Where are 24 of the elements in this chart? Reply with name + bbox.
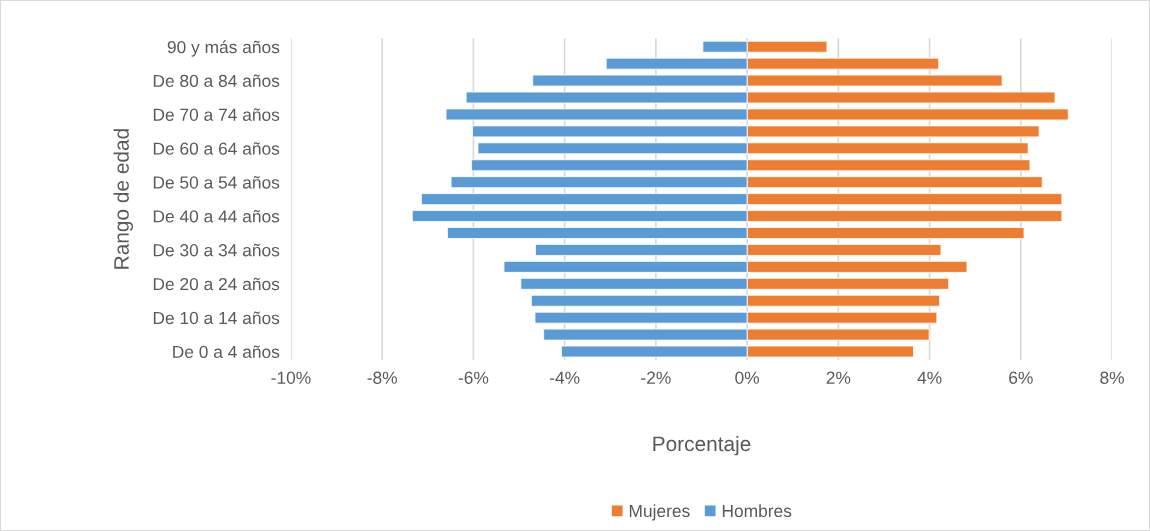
y-tick-label: De 60 a 64 años <box>153 142 280 155</box>
y-tick-label: De 50 a 54 años <box>153 176 280 189</box>
x-tick-label: -6% <box>458 371 489 384</box>
legend-label: Mujeres <box>629 504 690 521</box>
y-tick-label: 90 y más años <box>167 40 280 57</box>
x-tick-label: -10% <box>271 371 311 384</box>
y-tick-label: De 0 a 4 años <box>173 345 280 359</box>
y-tick-label: De 80 a 84 años <box>153 74 280 88</box>
x-tick-label: -2% <box>641 371 671 384</box>
y-tick-label: De 10 a 14 años <box>153 311 280 325</box>
x-tick-label: -8% <box>367 371 397 384</box>
y-tick-label: De 40 a 44 años <box>153 209 280 223</box>
x-tick-label: -4% <box>549 371 580 384</box>
y-tick-label: De 70 a 74 años <box>153 108 280 121</box>
x-tick-label: 6% <box>1009 371 1033 384</box>
legend-label: Hombres <box>722 504 792 518</box>
x-tick-label: 8% <box>1100 371 1124 384</box>
x-tick-label: 2% <box>826 371 851 384</box>
y-axis-title: Rango de edad <box>113 129 133 269</box>
x-axis-title: Porcentaje <box>653 435 751 456</box>
y-tick-label: De 30 a 34 años <box>153 243 280 257</box>
x-tick-label: 0% <box>735 371 760 384</box>
y-tick-label: De 20 a 24 años <box>153 277 280 291</box>
x-tick-label: 4% <box>917 371 942 384</box>
